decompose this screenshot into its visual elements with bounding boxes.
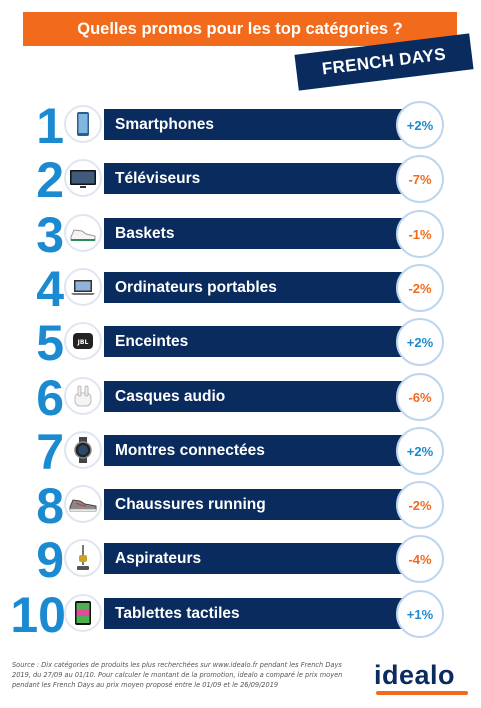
rank-row: 3 Baskets -1%: [0, 209, 481, 261]
category-bar: [104, 163, 411, 194]
promo-badge: -2%: [396, 481, 444, 529]
category-label: Téléviseurs: [115, 170, 201, 187]
rank-row: 6 Casques audio -6%: [0, 372, 481, 424]
smartphone-icon: [64, 105, 102, 143]
rank-number: 4: [36, 261, 64, 317]
rank-number: 7: [36, 424, 64, 480]
category-bar: [104, 272, 411, 303]
promo-badge: -4%: [396, 535, 444, 583]
promo-badge: -7%: [396, 155, 444, 203]
category-label: Chaussures running: [115, 496, 266, 513]
rank-number: 8: [36, 478, 64, 534]
logo-text: idealo: [374, 660, 456, 690]
rank-number: 9: [36, 532, 64, 588]
rank-row: 1 Smartphones +2%: [0, 100, 481, 152]
rank-number: 1: [36, 98, 64, 154]
category-bar: [104, 326, 411, 357]
logo-underline: [376, 691, 468, 695]
rank-row: 10 Tablettes tactiles +1%: [0, 589, 481, 641]
page-title: Quelles promos pour les top catégories ?: [23, 12, 457, 46]
source-note: Source : Dix catégories de produits les …: [12, 661, 343, 689]
rank-number: 6: [36, 370, 64, 426]
category-label: Aspirateurs: [115, 550, 202, 567]
category-label: Smartphones: [115, 116, 215, 133]
rank-row: 5 JBL Enceintes +2%: [0, 317, 481, 369]
category-label: Enceintes: [115, 333, 189, 350]
vacuum-icon: [64, 539, 102, 577]
category-label: Tablettes tactiles: [115, 605, 240, 622]
tablet-icon: [64, 594, 102, 632]
promo-badge: -1%: [396, 210, 444, 258]
earbuds-icon: [64, 377, 102, 415]
promo-badge: +1%: [396, 590, 444, 638]
tv-icon: [64, 159, 102, 197]
rank-number: 10: [10, 587, 66, 643]
running-shoe-icon: [64, 485, 102, 523]
rank-number: 5: [36, 315, 64, 371]
category-bar: [104, 598, 411, 629]
laptop-icon: [64, 268, 102, 306]
rank-row: 2 Téléviseurs -7%: [0, 154, 481, 206]
svg-text:JBL: JBL: [77, 339, 89, 346]
smartwatch-icon: [64, 431, 102, 469]
promo-badge: -2%: [396, 264, 444, 312]
promo-badge: +2%: [396, 101, 444, 149]
category-label: Montres connectées: [115, 442, 265, 459]
promo-badge: +2%: [396, 318, 444, 366]
rank-number: 2: [36, 152, 64, 208]
category-bar: [104, 218, 411, 249]
rank-row: 4 Ordinateurs portables -2%: [0, 263, 481, 315]
category-bar: [104, 381, 411, 412]
category-bar: [104, 109, 411, 140]
category-bar: [104, 543, 411, 574]
rank-row: 9 Aspirateurs -4%: [0, 534, 481, 586]
promo-badge: +2%: [396, 427, 444, 475]
speaker-icon: JBL: [64, 322, 102, 360]
category-bar: [104, 489, 411, 520]
rank-row: 8 Chaussures running -2%: [0, 480, 481, 532]
idealo-logo[interactable]: idealo: [374, 660, 470, 700]
category-label: Casques audio: [115, 388, 226, 405]
promo-badge: -6%: [396, 373, 444, 421]
category-label: Ordinateurs portables: [115, 279, 277, 296]
category-label: Baskets: [115, 225, 175, 242]
category-bar: [104, 435, 411, 466]
rank-row: 7 Montres connectées +2%: [0, 426, 481, 478]
sneaker-icon: [64, 214, 102, 252]
rank-number: 3: [36, 207, 64, 263]
